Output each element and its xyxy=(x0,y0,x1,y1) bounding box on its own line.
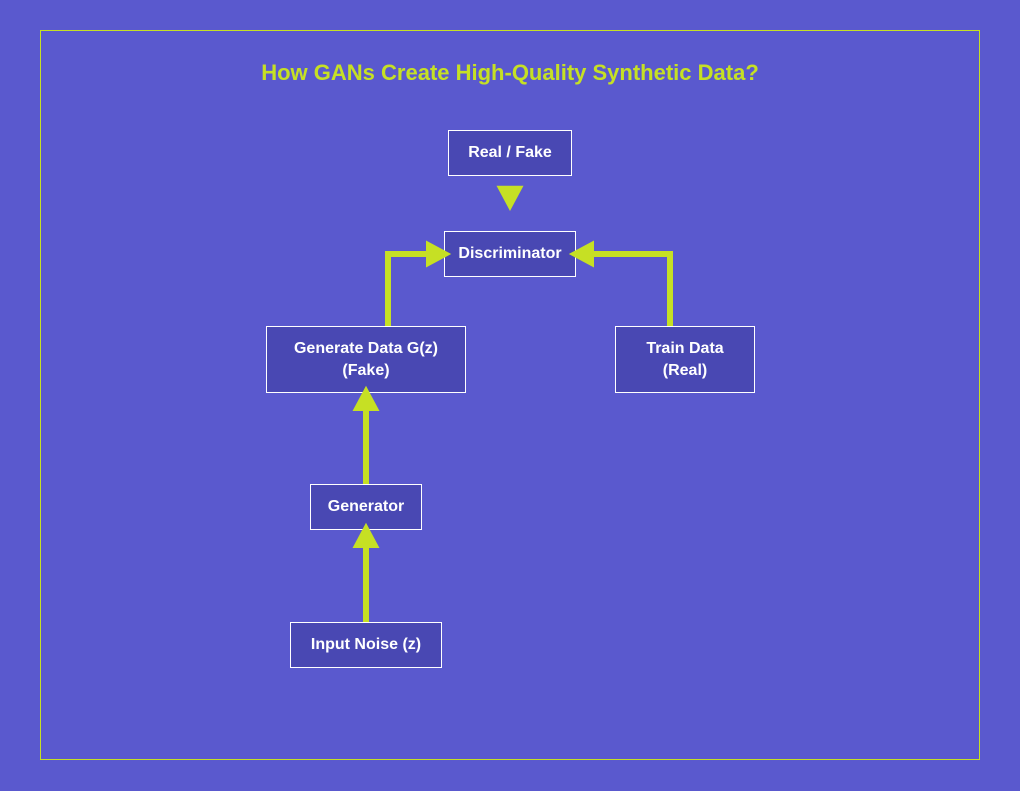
diagram-canvas: How GANs Create High-Quality Synthetic D… xyxy=(0,0,1020,791)
diagram-title: How GANs Create High-Quality Synthetic D… xyxy=(210,60,810,86)
node-discriminator: Discriminator xyxy=(444,231,576,277)
node-generator: Generator xyxy=(310,484,422,530)
node-real-fake: Real / Fake xyxy=(448,130,572,176)
node-train-data: Train Data (Real) xyxy=(615,326,755,393)
node-input-noise: Input Noise (z) xyxy=(290,622,442,668)
node-generate-data: Generate Data G(z) (Fake) xyxy=(266,326,466,393)
